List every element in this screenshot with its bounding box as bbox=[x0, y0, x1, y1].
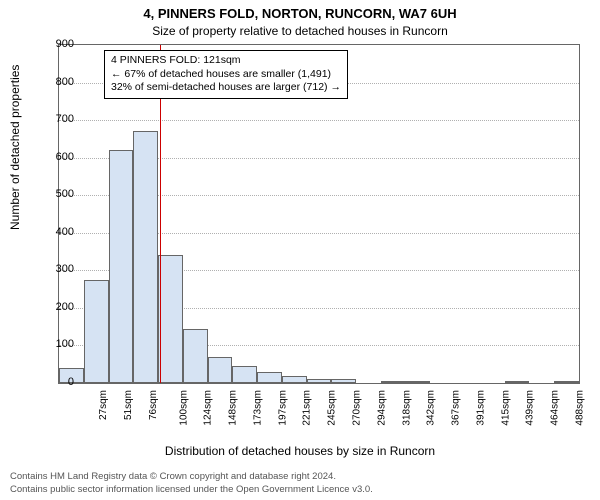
histogram-bar bbox=[84, 280, 109, 383]
histogram-bar bbox=[232, 366, 257, 383]
gridline bbox=[59, 120, 579, 121]
annotation-line1: 4 PINNERS FOLD: 121sqm bbox=[111, 54, 341, 68]
x-axis-label: Distribution of detached houses by size … bbox=[0, 444, 600, 458]
histogram-bar bbox=[208, 357, 233, 383]
y-tick: 900 bbox=[44, 38, 74, 50]
x-tick: 270sqm bbox=[352, 390, 363, 426]
histogram-bar bbox=[282, 376, 307, 383]
histogram-bar bbox=[554, 381, 579, 383]
histogram-bar bbox=[158, 255, 183, 383]
annotation-line2: ← 67% of detached houses are smaller (1,… bbox=[111, 68, 341, 82]
histogram-bar bbox=[133, 131, 158, 383]
x-tick: 173sqm bbox=[253, 390, 264, 426]
chart-title-main: 4, PINNERS FOLD, NORTON, RUNCORN, WA7 6U… bbox=[0, 6, 600, 21]
x-tick: 391sqm bbox=[475, 390, 486, 426]
y-tick: 500 bbox=[44, 188, 74, 200]
x-tick: 488sqm bbox=[574, 390, 585, 426]
histogram-bar bbox=[183, 329, 208, 383]
histogram-bar bbox=[307, 379, 332, 384]
histogram-bar bbox=[109, 150, 134, 383]
y-tick: 800 bbox=[44, 76, 74, 88]
chart-title-sub: Size of property relative to detached ho… bbox=[0, 24, 600, 38]
x-tick: 439sqm bbox=[525, 390, 536, 426]
x-tick: 342sqm bbox=[426, 390, 437, 426]
y-axis-label: Number of detached properties bbox=[8, 65, 22, 230]
footer-line2: Contains public sector information licen… bbox=[10, 484, 373, 496]
x-tick: 464sqm bbox=[550, 390, 561, 426]
x-tick: 245sqm bbox=[327, 390, 338, 426]
chart-container: 4, PINNERS FOLD, NORTON, RUNCORN, WA7 6U… bbox=[0, 0, 600, 500]
plot-area: 4 PINNERS FOLD: 121sqm← 67% of detached … bbox=[58, 44, 580, 384]
footer-attribution: Contains HM Land Registry data © Crown c… bbox=[10, 471, 373, 496]
y-tick: 600 bbox=[44, 151, 74, 163]
footer-line1: Contains HM Land Registry data © Crown c… bbox=[10, 471, 373, 483]
y-tick: 100 bbox=[44, 338, 74, 350]
histogram-bar bbox=[381, 381, 406, 383]
x-tick: 51sqm bbox=[123, 390, 134, 420]
x-tick: 221sqm bbox=[302, 390, 313, 426]
x-tick: 124sqm bbox=[203, 390, 214, 426]
x-tick: 367sqm bbox=[451, 390, 462, 426]
x-tick: 318sqm bbox=[401, 390, 412, 426]
x-tick: 148sqm bbox=[228, 390, 239, 426]
x-tick: 100sqm bbox=[178, 390, 189, 426]
annotation-line3: 32% of semi-detached houses are larger (… bbox=[111, 81, 341, 95]
histogram-bar bbox=[406, 381, 431, 383]
y-tick: 400 bbox=[44, 226, 74, 238]
histogram-bar bbox=[257, 372, 282, 383]
y-tick: 700 bbox=[44, 113, 74, 125]
annotation-box: 4 PINNERS FOLD: 121sqm← 67% of detached … bbox=[104, 50, 348, 99]
histogram-bar bbox=[505, 381, 530, 383]
x-tick: 415sqm bbox=[500, 390, 511, 426]
y-tick: 300 bbox=[44, 263, 74, 275]
x-tick: 197sqm bbox=[277, 390, 288, 426]
y-tick: 200 bbox=[44, 301, 74, 313]
x-tick: 294sqm bbox=[376, 390, 387, 426]
y-tick: 0 bbox=[44, 376, 74, 388]
x-tick: 27sqm bbox=[98, 390, 109, 420]
histogram-bar bbox=[331, 379, 356, 383]
x-tick: 76sqm bbox=[148, 390, 159, 420]
